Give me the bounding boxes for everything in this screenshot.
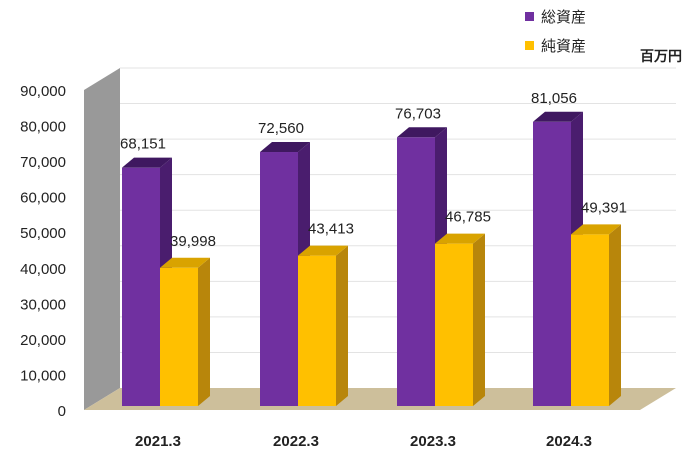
y-tick-label: 50,000: [20, 225, 66, 242]
x-axis-categories: 2021.3 2022.3 2023.3 2024.3: [135, 433, 592, 450]
y-tick-label: 60,000: [20, 190, 66, 207]
data-label: 43,413: [308, 221, 354, 238]
x-category-label: 2021.3: [135, 433, 181, 450]
data-label: 76,703: [395, 105, 441, 122]
bar-front: [571, 234, 609, 406]
x-category-label: 2024.3: [546, 433, 592, 450]
y-tick-label: 0: [58, 403, 66, 420]
bar-top: [160, 257, 210, 268]
bar-net-assets-2022.3: [298, 245, 348, 406]
data-labels: 68,151 39,998 72,560 43,413 76,703 46,785 81,0…: [120, 90, 627, 250]
bar-net-assets-2023.3: [435, 233, 485, 406]
floor: [84, 388, 676, 410]
bar-top: [298, 245, 348, 256]
side-wall: [84, 68, 120, 410]
bars: [122, 111, 621, 406]
bar-front: [435, 243, 473, 406]
y-tick-label: 30,000: [20, 296, 66, 313]
bar-net-assets-2021.3: [160, 257, 210, 406]
data-label: 81,056: [531, 90, 577, 107]
bar-top: [397, 127, 447, 138]
bar-side: [609, 224, 621, 406]
y-axis-ticks: 0 10,000 20,000 30,000 40,000 50,000 60,000 70,…: [20, 83, 66, 420]
bar-front: [533, 121, 571, 406]
bar-side: [198, 257, 210, 406]
chart-walls: [84, 68, 676, 410]
bar-top: [122, 157, 172, 168]
data-label: 72,560: [258, 120, 304, 137]
legend-swatch: [525, 12, 534, 21]
y-tick-label: 10,000: [20, 367, 66, 384]
bar-side: [473, 233, 485, 406]
data-label: 46,785: [445, 209, 491, 226]
bar-top: [533, 111, 583, 122]
legend-label: 純資産: [541, 37, 586, 55]
bar-top: [571, 224, 621, 235]
x-category-label: 2022.3: [273, 433, 319, 450]
y-tick-label: 90,000: [20, 83, 66, 100]
bar-top: [435, 233, 485, 244]
y-tick-label: 70,000: [20, 154, 66, 171]
bar-front: [122, 167, 160, 406]
bar-front: [260, 152, 298, 406]
bar-front: [298, 255, 336, 406]
y-tick-label: 40,000: [20, 261, 66, 278]
legend-label: 総資産: [541, 8, 586, 26]
data-label: 49,391: [581, 199, 627, 216]
bar-net-assets-2024.3: [571, 224, 621, 406]
data-label: 39,998: [170, 233, 216, 250]
data-label: 68,151: [120, 136, 166, 153]
y-tick-label: 80,000: [20, 119, 66, 136]
unit-label: 百万円: [640, 49, 682, 65]
bar-top: [260, 142, 310, 153]
legend-swatch: [525, 41, 534, 50]
bar-front: [160, 267, 198, 406]
bar-front: [397, 137, 435, 406]
x-category-label: 2023.3: [410, 433, 456, 450]
bar-side: [336, 245, 348, 406]
y-tick-label: 20,000: [20, 332, 66, 349]
